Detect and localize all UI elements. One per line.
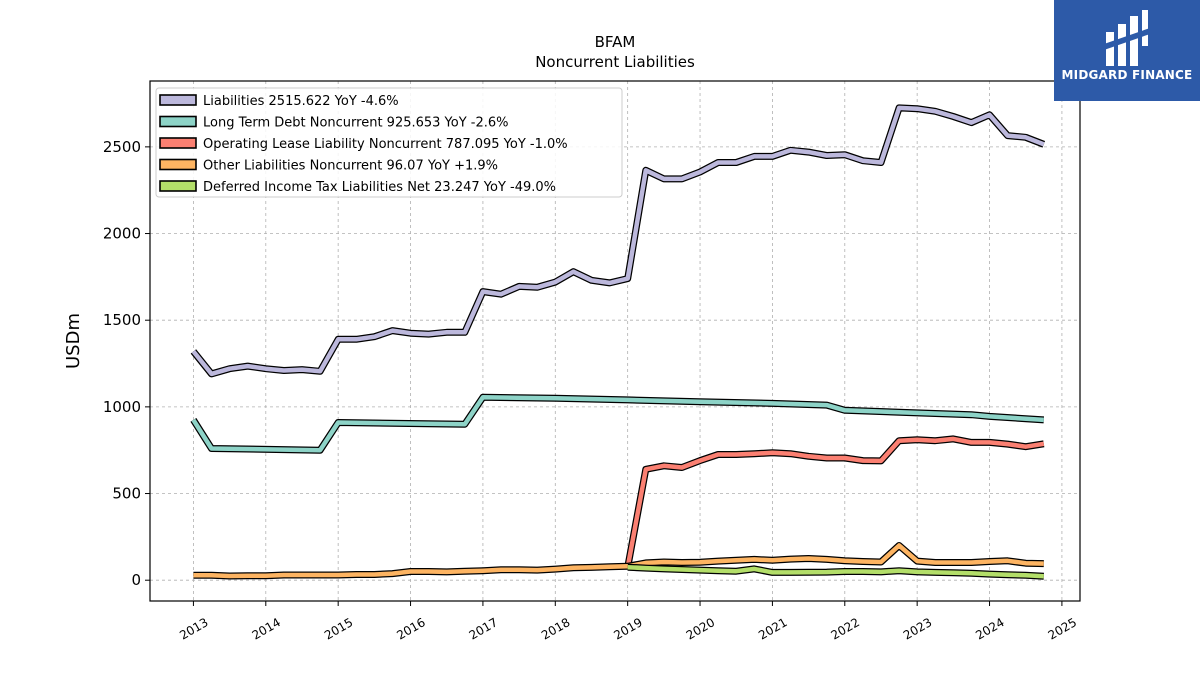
logo-icon [1104, 10, 1150, 66]
y-axis-label: USDm [63, 313, 84, 369]
series-layer [190, 104, 1046, 580]
legend-swatch [159, 94, 197, 106]
y-tick-label: 500 [112, 485, 141, 503]
legend-label: Long Term Debt Noncurrent 925.653 YoY -2… [203, 116, 509, 131]
legend-label: Operating Lease Liability Noncurrent 787… [203, 137, 568, 152]
x-tick-label: 2016 [394, 615, 427, 642]
x-tick-label: 2017 [467, 615, 500, 642]
legend-label: Liabilities 2515.622 YoY -4.6% [203, 94, 399, 109]
x-tick-label: 2021 [756, 615, 789, 642]
legend-swatch [159, 158, 197, 171]
x-tick-label: 2018 [539, 615, 572, 642]
plot-frame [149, 80, 1081, 602]
legend-swatch [159, 115, 197, 128]
x-tick-label: 2025 [1046, 615, 1079, 642]
x-tick-label: 2013 [177, 615, 210, 642]
series-line [191, 395, 1044, 453]
series-line [191, 105, 1045, 377]
y-tick-label: 0 [131, 571, 141, 589]
x-tick-label: 2019 [611, 615, 644, 642]
x-tick-label: 2024 [973, 615, 1006, 642]
series-line [193, 543, 1044, 579]
legend-label: Deferred Income Tax Liabilities Net 23.2… [203, 180, 556, 195]
series-line [625, 436, 1045, 568]
legend-swatch [159, 137, 197, 149]
legend-box [155, 87, 623, 198]
chart-title: BFAM [595, 33, 636, 51]
series-operating-lease-liability-noncurrent [624, 435, 1045, 568]
series-deferred-income-tax-liabilities-net [627, 563, 1044, 580]
x-tick-label: 2022 [829, 615, 862, 642]
series-line [627, 564, 1044, 579]
brand-logo: MIDGARD FINANCE [1054, 0, 1200, 101]
logo-text: MIDGARD FINANCE [1061, 68, 1193, 82]
x-tick-label: 2020 [684, 615, 717, 642]
x-tick-label: 2014 [250, 615, 283, 642]
legend: Liabilities 2515.622 YoY -4.6% Long Term … [155, 87, 623, 198]
y-tick-label: 1500 [103, 311, 141, 329]
chart-subtitle: Noncurrent Liabilities [535, 53, 695, 71]
x-tick-label: 2023 [901, 615, 934, 642]
x-tick-label: 2015 [322, 615, 355, 642]
series-long-term-debt-noncurrent [190, 393, 1045, 454]
series-other-liabilities-noncurrent [193, 542, 1044, 580]
legend-label: Other Liabilities Noncurrent 96.07 YoY +… [203, 159, 498, 174]
y-tick-label: 2500 [103, 138, 141, 156]
legend-swatch [159, 180, 197, 192]
y-tick-label: 2000 [103, 225, 141, 243]
y-tick-label: 1000 [103, 398, 141, 416]
series-liabilities [190, 104, 1046, 378]
